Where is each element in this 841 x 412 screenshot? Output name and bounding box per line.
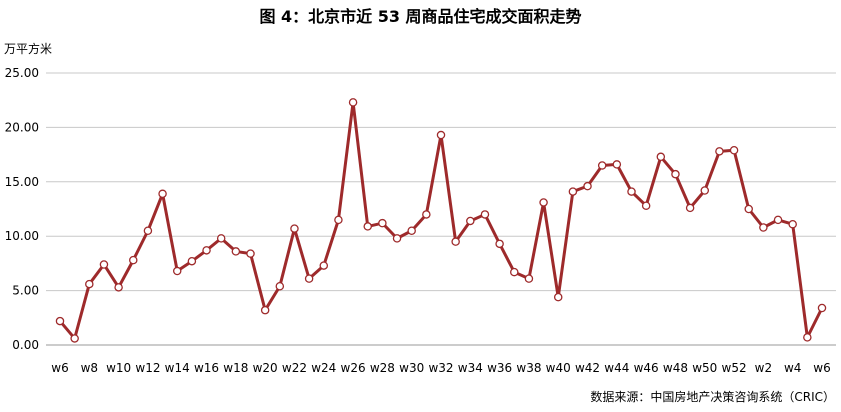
- x-tick-label: w20: [253, 361, 278, 375]
- y-tick-label: 15.00: [5, 175, 39, 189]
- data-point: [817, 303, 827, 313]
- x-tick-label: w32: [428, 361, 453, 375]
- data-point: [539, 198, 548, 207]
- data-point: [612, 160, 622, 169]
- data-point: [495, 239, 504, 249]
- data-point: [143, 226, 153, 236]
- data-point: [715, 147, 724, 156]
- data-point: [348, 98, 358, 107]
- x-tick-label: w22: [282, 361, 307, 375]
- gridlines: [46, 72, 836, 346]
- x-tick-label: w46: [634, 361, 659, 375]
- data-point: [304, 274, 314, 283]
- x-tick-label: w42: [575, 361, 600, 375]
- data-point: [129, 255, 138, 265]
- data-point: [510, 267, 519, 277]
- x-tick-label: w30: [399, 361, 424, 375]
- data-point: [290, 224, 299, 233]
- x-tick-label: w6: [51, 361, 68, 375]
- data-point: [334, 215, 343, 225]
- data-point: [187, 256, 197, 266]
- data-point: [70, 334, 79, 343]
- data-point: [392, 234, 402, 243]
- x-tick-label: w36: [487, 361, 512, 375]
- x-tick-label: w24: [311, 361, 336, 375]
- x-tick-label: w44: [604, 361, 629, 375]
- data-point: [759, 223, 768, 232]
- data-point: [114, 283, 123, 292]
- data-point: [172, 266, 182, 276]
- data-point: [85, 279, 94, 289]
- chart-title: 图 4：北京市近 53 周商品住宅成交面积走势: [259, 7, 582, 26]
- x-tick-label: w8: [81, 361, 98, 375]
- data-point: [627, 187, 636, 196]
- data-point: [583, 181, 592, 191]
- y-tick-labels: 0.00 5.00 10.00 15.00 20.00 25.00: [5, 66, 39, 352]
- data-point: [524, 274, 534, 283]
- y-tick-label: 25.00: [5, 66, 39, 80]
- data-point: [597, 161, 607, 170]
- data-point: [407, 226, 416, 236]
- data-point: [451, 237, 460, 246]
- data-point: [656, 152, 666, 162]
- x-tick-label: w2: [755, 361, 772, 375]
- data-point: [436, 130, 446, 140]
- data-point: [773, 215, 783, 225]
- x-tick-labels: w6 w8 w10 w12 w14 w16 w18 w20 w22 w24 w26 w28 w30 w32…: [51, 361, 830, 375]
- data-point: [729, 145, 739, 155]
- x-tick-label: w34: [458, 361, 483, 375]
- x-tick-label: w4: [784, 361, 801, 375]
- data-point: [202, 246, 211, 255]
- x-tick-label: w18: [223, 361, 248, 375]
- data-point: [55, 316, 65, 326]
- x-tick-label: w28: [370, 361, 395, 375]
- x-tick-label: w38: [516, 361, 541, 375]
- data-point: [216, 234, 226, 243]
- data-point: [422, 210, 431, 219]
- y-tick-label: 0.00: [12, 338, 39, 352]
- data-point: [641, 201, 651, 210]
- data-point: [260, 305, 270, 315]
- data-point: [246, 249, 255, 258]
- x-tick-label: w10: [106, 361, 131, 375]
- source-note: 数据来源：中国房地产决策咨询系统（CRIC）: [590, 390, 835, 404]
- data-point: [568, 187, 578, 196]
- data-point: [803, 333, 812, 342]
- data-point: [275, 281, 285, 291]
- y-tick-label: 10.00: [5, 229, 39, 243]
- data-point: [99, 260, 109, 269]
- x-tick-label: w12: [135, 361, 160, 375]
- data-point: [158, 189, 167, 199]
- x-tick-label: w6: [813, 361, 830, 375]
- x-tick-label: w48: [663, 361, 688, 375]
- x-tick-label: w14: [165, 361, 190, 375]
- data-point: [231, 247, 241, 256]
- y-tick-label: 5.00: [12, 284, 39, 298]
- data-point: [744, 204, 753, 214]
- data-point: [480, 210, 490, 219]
- y-tick-label: 20.00: [5, 120, 39, 134]
- x-tick-label: w40: [546, 361, 571, 375]
- data-point: [553, 292, 563, 302]
- data-point: [363, 222, 372, 231]
- data-point: [685, 203, 695, 213]
- data-point: [788, 219, 797, 229]
- x-tick-label: w26: [341, 361, 366, 375]
- data-points: [55, 98, 827, 343]
- data-point: [466, 216, 475, 226]
- data-point: [700, 186, 710, 195]
- x-tick-label: w52: [722, 361, 747, 375]
- data-point: [671, 169, 680, 179]
- x-tick-label: w50: [692, 361, 717, 375]
- x-tick-label: w16: [194, 361, 219, 375]
- y-axis-unit-label: 万平方米: [4, 42, 53, 56]
- data-point: [378, 218, 387, 228]
- data-point: [319, 261, 329, 270]
